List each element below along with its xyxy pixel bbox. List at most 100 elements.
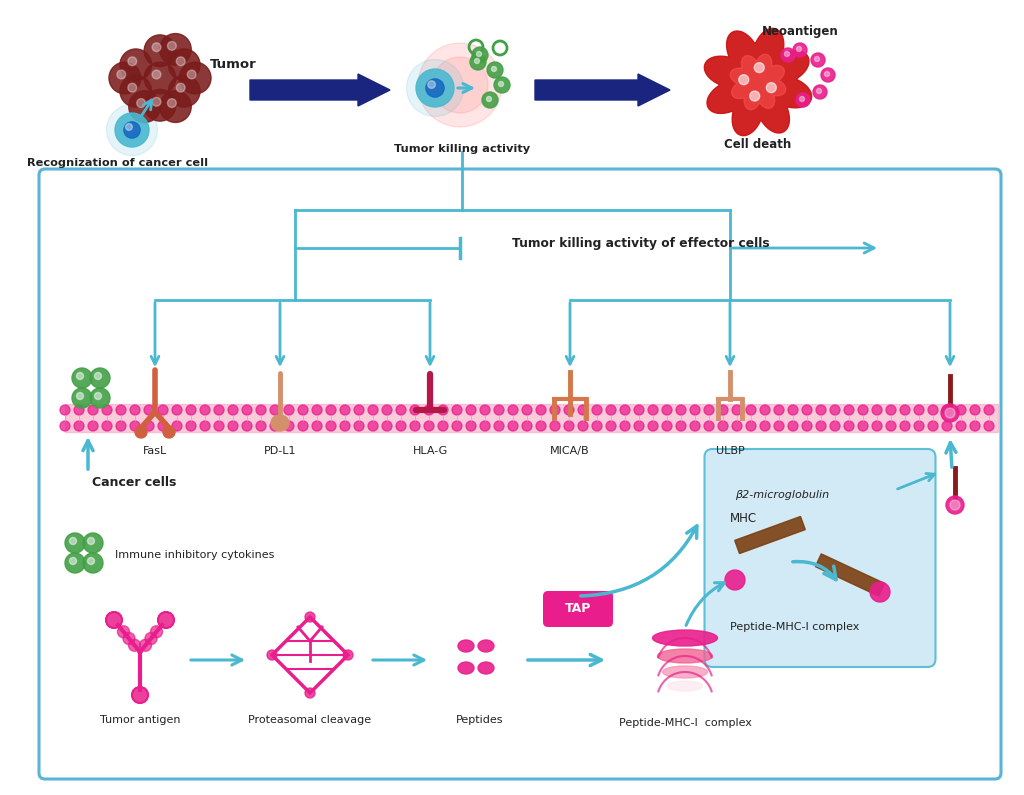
- Circle shape: [87, 537, 94, 545]
- Circle shape: [858, 421, 868, 431]
- Circle shape: [970, 421, 980, 431]
- Circle shape: [228, 421, 238, 431]
- Circle shape: [83, 533, 103, 553]
- Circle shape: [88, 421, 98, 431]
- Circle shape: [72, 368, 92, 388]
- Circle shape: [270, 405, 280, 415]
- Polygon shape: [730, 54, 785, 110]
- Circle shape: [168, 49, 200, 80]
- Circle shape: [452, 421, 462, 431]
- Ellipse shape: [271, 415, 289, 431]
- Circle shape: [928, 421, 938, 431]
- Circle shape: [494, 405, 504, 415]
- Circle shape: [474, 59, 479, 64]
- Circle shape: [774, 405, 784, 415]
- Circle shape: [900, 421, 910, 431]
- Circle shape: [914, 421, 924, 431]
- Circle shape: [214, 405, 224, 415]
- Circle shape: [396, 421, 406, 431]
- Circle shape: [830, 421, 840, 431]
- Circle shape: [755, 63, 764, 72]
- Circle shape: [382, 421, 392, 431]
- Circle shape: [106, 104, 158, 156]
- Text: PD-L1: PD-L1: [264, 446, 296, 456]
- Text: TAP: TAP: [565, 603, 591, 615]
- Circle shape: [298, 405, 308, 415]
- Circle shape: [813, 85, 827, 99]
- Circle shape: [284, 421, 294, 431]
- Circle shape: [662, 421, 672, 431]
- Circle shape: [550, 421, 560, 431]
- Circle shape: [410, 405, 420, 415]
- Circle shape: [65, 553, 85, 573]
- Circle shape: [179, 62, 211, 94]
- Ellipse shape: [652, 630, 718, 646]
- Circle shape: [508, 421, 518, 431]
- Circle shape: [120, 49, 152, 80]
- Circle shape: [117, 70, 126, 79]
- Circle shape: [153, 70, 161, 79]
- Circle shape: [90, 388, 110, 408]
- Polygon shape: [535, 74, 670, 106]
- Circle shape: [648, 405, 658, 415]
- Circle shape: [946, 496, 964, 514]
- Circle shape: [128, 639, 140, 651]
- Circle shape: [176, 83, 185, 92]
- Circle shape: [508, 405, 518, 415]
- Circle shape: [844, 421, 854, 431]
- Circle shape: [158, 405, 168, 415]
- Circle shape: [298, 421, 308, 431]
- Circle shape: [115, 113, 150, 147]
- Circle shape: [886, 421, 896, 431]
- Circle shape: [494, 421, 504, 431]
- Circle shape: [705, 405, 714, 415]
- Circle shape: [634, 421, 644, 431]
- Text: Tumor killing activity of effector cells: Tumor killing activity of effector cells: [512, 236, 770, 250]
- Circle shape: [788, 405, 798, 415]
- Circle shape: [158, 421, 168, 431]
- Circle shape: [732, 421, 742, 431]
- Circle shape: [945, 408, 955, 418]
- Circle shape: [368, 405, 378, 415]
- Circle shape: [135, 426, 147, 438]
- Circle shape: [760, 421, 770, 431]
- Circle shape: [970, 405, 980, 415]
- Circle shape: [129, 91, 161, 122]
- Circle shape: [168, 99, 176, 107]
- Circle shape: [416, 69, 454, 107]
- Circle shape: [766, 83, 776, 93]
- Text: Cancer cells: Cancer cells: [92, 476, 176, 489]
- Text: Recognization of cancer cell: Recognization of cancer cell: [28, 158, 209, 168]
- Circle shape: [746, 421, 756, 431]
- Circle shape: [800, 96, 805, 102]
- Circle shape: [492, 67, 497, 72]
- Circle shape: [343, 650, 353, 660]
- Circle shape: [578, 405, 588, 415]
- Circle shape: [242, 421, 252, 431]
- Circle shape: [426, 79, 444, 97]
- Circle shape: [126, 123, 132, 130]
- Circle shape: [738, 75, 749, 85]
- Circle shape: [578, 421, 588, 431]
- Circle shape: [536, 405, 546, 415]
- Text: Tumor: Tumor: [210, 58, 257, 71]
- Circle shape: [102, 421, 112, 431]
- Circle shape: [396, 405, 406, 415]
- Circle shape: [60, 421, 70, 431]
- Circle shape: [340, 405, 350, 415]
- Circle shape: [128, 57, 136, 66]
- Circle shape: [550, 405, 560, 415]
- Circle shape: [522, 421, 532, 431]
- Circle shape: [718, 421, 728, 431]
- Circle shape: [750, 91, 760, 101]
- Circle shape: [984, 405, 994, 415]
- Circle shape: [72, 388, 92, 408]
- Circle shape: [144, 35, 176, 67]
- Circle shape: [941, 404, 959, 422]
- Circle shape: [77, 373, 84, 379]
- Polygon shape: [250, 74, 390, 106]
- Text: Peptide-MHC-I  complex: Peptide-MHC-I complex: [618, 718, 752, 728]
- Circle shape: [592, 405, 602, 415]
- Text: Proteasomal cleavage: Proteasomal cleavage: [249, 715, 372, 725]
- Circle shape: [844, 405, 854, 415]
